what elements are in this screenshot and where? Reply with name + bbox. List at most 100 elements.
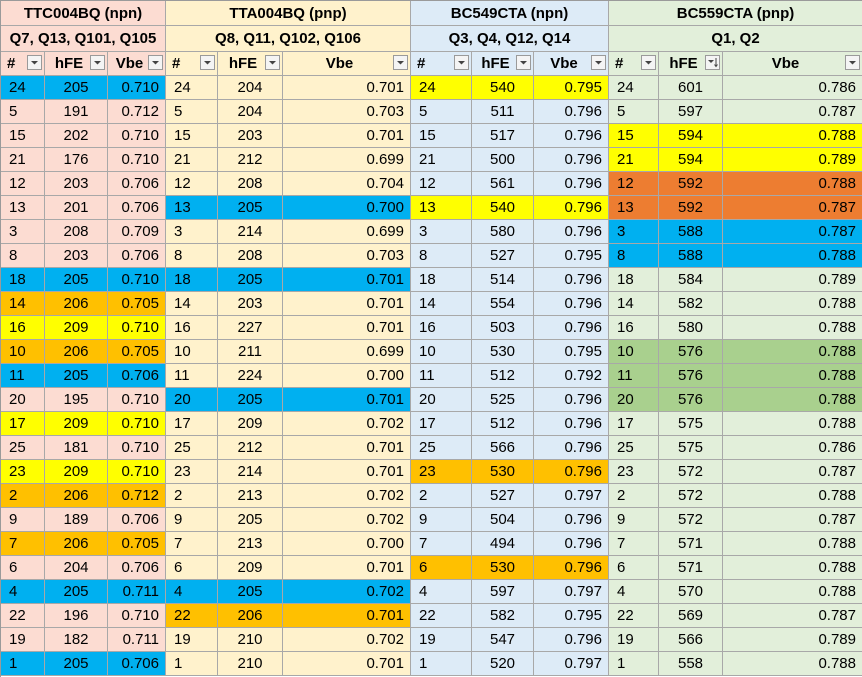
hfe-cell[interactable]: 205 <box>45 580 108 604</box>
transistor-number-cell[interactable]: 18 <box>166 268 218 292</box>
vbe-cell[interactable]: 0.705 <box>108 340 166 364</box>
transistor-number-cell[interactable]: 21 <box>411 148 472 172</box>
hfe-cell[interactable]: 204 <box>45 556 108 580</box>
vbe-cell[interactable]: 0.789 <box>723 628 862 652</box>
vbe-cell[interactable]: 0.701 <box>283 76 411 100</box>
vbe-cell[interactable]: 0.787 <box>723 220 862 244</box>
vbe-cell[interactable]: 0.792 <box>534 364 609 388</box>
transistor-number-cell[interactable]: 19 <box>609 628 659 652</box>
vbe-cell[interactable]: 0.705 <box>108 292 166 316</box>
transistor-number-cell[interactable]: 18 <box>1 268 45 292</box>
hfe-cell[interactable]: 575 <box>659 412 723 436</box>
hfe-cell[interactable]: 195 <box>45 388 108 412</box>
transistor-number-cell[interactable]: 8 <box>1 244 45 268</box>
transistor-number-cell[interactable]: 5 <box>166 100 218 124</box>
hfe-cell[interactable]: 530 <box>472 460 534 484</box>
hfe-cell[interactable]: 214 <box>218 460 283 484</box>
vbe-cell[interactable]: 0.701 <box>283 604 411 628</box>
transistor-number-cell[interactable]: 22 <box>1 604 45 628</box>
vbe-cell[interactable]: 0.706 <box>108 364 166 388</box>
vbe-cell[interactable]: 0.788 <box>723 364 862 388</box>
column-header-vbe[interactable]: Vbe <box>108 52 166 76</box>
hfe-cell[interactable]: 540 <box>472 76 534 100</box>
transistor-number-cell[interactable]: 5 <box>609 100 659 124</box>
transistor-number-cell[interactable]: 6 <box>411 556 472 580</box>
vbe-cell[interactable]: 0.788 <box>723 388 862 412</box>
sort-filter-dropdown-icon[interactable] <box>705 55 720 70</box>
hfe-cell[interactable]: 594 <box>659 148 723 172</box>
hfe-cell[interactable]: 189 <box>45 508 108 532</box>
vbe-cell[interactable]: 0.787 <box>723 604 862 628</box>
vbe-cell[interactable]: 0.788 <box>723 124 862 148</box>
hfe-cell[interactable]: 500 <box>472 148 534 172</box>
vbe-cell[interactable]: 0.786 <box>723 436 862 460</box>
transistor-number-cell[interactable]: 18 <box>609 268 659 292</box>
vbe-cell[interactable]: 0.711 <box>108 580 166 604</box>
transistor-number-cell[interactable]: 25 <box>411 436 472 460</box>
hfe-cell[interactable]: 504 <box>472 508 534 532</box>
column-header-number[interactable]: # <box>411 52 472 76</box>
vbe-cell[interactable]: 0.702 <box>283 508 411 532</box>
vbe-cell[interactable]: 0.701 <box>283 124 411 148</box>
vbe-cell[interactable]: 0.710 <box>108 148 166 172</box>
transistor-number-cell[interactable]: 9 <box>609 508 659 532</box>
vbe-cell[interactable]: 0.788 <box>723 412 862 436</box>
vbe-cell[interactable]: 0.701 <box>283 292 411 316</box>
transistor-number-cell[interactable]: 15 <box>1 124 45 148</box>
hfe-cell[interactable]: 204 <box>218 100 283 124</box>
vbe-cell[interactable]: 0.701 <box>283 556 411 580</box>
vbe-cell[interactable]: 0.702 <box>283 628 411 652</box>
hfe-cell[interactable]: 205 <box>218 508 283 532</box>
vbe-cell[interactable]: 0.796 <box>534 124 609 148</box>
hfe-cell[interactable]: 201 <box>45 196 108 220</box>
transistor-number-cell[interactable]: 19 <box>411 628 472 652</box>
hfe-cell[interactable]: 205 <box>218 388 283 412</box>
column-header-number[interactable]: # <box>166 52 218 76</box>
transistor-number-cell[interactable]: 14 <box>609 292 659 316</box>
vbe-cell[interactable]: 0.711 <box>108 628 166 652</box>
vbe-cell[interactable]: 0.710 <box>108 604 166 628</box>
hfe-cell[interactable]: 205 <box>218 196 283 220</box>
vbe-cell[interactable]: 0.709 <box>108 220 166 244</box>
filter-dropdown-icon[interactable] <box>845 55 860 70</box>
transistor-number-cell[interactable]: 8 <box>166 244 218 268</box>
hfe-cell[interactable]: 514 <box>472 268 534 292</box>
hfe-cell[interactable]: 597 <box>659 100 723 124</box>
filter-dropdown-icon[interactable] <box>148 55 163 70</box>
vbe-cell[interactable]: 0.706 <box>108 508 166 532</box>
vbe-cell[interactable]: 0.788 <box>723 316 862 340</box>
transistor-number-cell[interactable]: 24 <box>1 76 45 100</box>
vbe-cell[interactable]: 0.706 <box>108 196 166 220</box>
vbe-cell[interactable]: 0.710 <box>108 388 166 412</box>
transistor-number-cell[interactable]: 10 <box>609 340 659 364</box>
hfe-cell[interactable]: 203 <box>218 292 283 316</box>
vbe-cell[interactable]: 0.796 <box>534 436 609 460</box>
transistor-number-cell[interactable]: 21 <box>609 148 659 172</box>
hfe-cell[interactable]: 592 <box>659 172 723 196</box>
hfe-cell[interactable]: 530 <box>472 340 534 364</box>
transistor-number-cell[interactable]: 3 <box>1 220 45 244</box>
hfe-cell[interactable]: 511 <box>472 100 534 124</box>
transistor-number-cell[interactable]: 4 <box>1 580 45 604</box>
transistor-number-cell[interactable]: 5 <box>1 100 45 124</box>
vbe-cell[interactable]: 0.787 <box>723 508 862 532</box>
vbe-cell[interactable]: 0.701 <box>283 436 411 460</box>
vbe-cell[interactable]: 0.700 <box>283 196 411 220</box>
vbe-cell[interactable]: 0.787 <box>723 460 862 484</box>
transistor-number-cell[interactable]: 6 <box>166 556 218 580</box>
vbe-cell[interactable]: 0.706 <box>108 172 166 196</box>
transistor-number-cell[interactable]: 12 <box>1 172 45 196</box>
filter-dropdown-icon[interactable] <box>516 55 531 70</box>
transistor-number-cell[interactable]: 11 <box>1 364 45 388</box>
vbe-cell[interactable]: 0.700 <box>283 364 411 388</box>
hfe-cell[interactable]: 601 <box>659 76 723 100</box>
vbe-cell[interactable]: 0.703 <box>283 244 411 268</box>
hfe-cell[interactable]: 212 <box>218 148 283 172</box>
hfe-cell[interactable]: 520 <box>472 652 534 676</box>
transistor-number-cell[interactable]: 22 <box>609 604 659 628</box>
transistor-number-cell[interactable]: 13 <box>609 196 659 220</box>
transistor-number-cell[interactable]: 23 <box>411 460 472 484</box>
vbe-cell[interactable]: 0.789 <box>723 148 862 172</box>
filter-dropdown-icon[interactable] <box>90 55 105 70</box>
vbe-cell[interactable]: 0.796 <box>534 148 609 172</box>
